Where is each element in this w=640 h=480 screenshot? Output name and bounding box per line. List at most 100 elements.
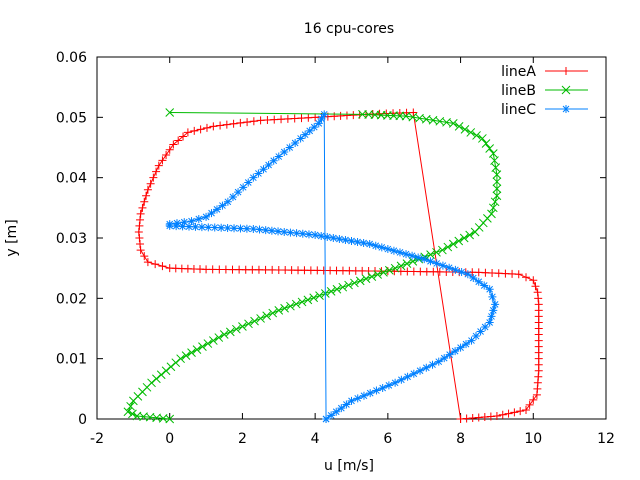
data-point [395,248,404,257]
data-point [238,322,247,331]
data-point [466,128,476,137]
data-point [301,130,310,139]
data-point [305,126,314,135]
data-point [492,184,502,194]
data-point [525,400,534,409]
data-point [378,383,387,392]
data-point [291,299,301,309]
data-point [534,300,543,309]
data-point [337,404,346,413]
data-point [486,412,495,421]
data-point [269,156,278,165]
data-point [176,354,185,364]
data-point [481,139,491,148]
data-point [463,270,472,279]
y-tick-label: 0.06 [56,50,87,66]
data-point [428,360,437,369]
data-point [326,287,336,296]
data-point [178,222,187,231]
data-point [249,224,258,233]
data-point [487,209,496,219]
data-point [202,123,211,132]
legend-label: lineC [501,102,536,118]
data-point [179,132,188,141]
data-point [373,270,383,279]
data-point [510,408,519,417]
data-point [409,108,418,117]
data-point [485,318,494,327]
legend: lineA lineB lineC [501,64,588,118]
data-point [402,250,411,259]
data-point [135,221,144,230]
series-line-lineC [169,112,496,420]
data-point [180,218,189,227]
data-point [443,242,453,252]
data-point [335,235,344,244]
data-point [384,381,393,390]
data-point [223,224,232,233]
data-point [151,260,160,269]
data-point [165,145,174,154]
data-point [228,192,237,201]
data-point [156,370,166,380]
data-point [143,258,152,267]
data-point [277,115,286,124]
series-group [123,108,543,424]
data-point [174,136,183,145]
data-point [187,348,196,357]
data-point [504,409,513,418]
data-point [488,149,498,158]
y-axis-label: y [m] [4,219,20,256]
data-point [332,284,342,294]
data-point [492,411,501,420]
legend-marker [562,67,570,75]
data-point [280,303,289,313]
data-point [158,262,167,271]
data-point [219,330,229,339]
data-point [128,409,137,419]
data-point [350,278,359,288]
data-point [451,347,460,356]
data-point [142,191,151,200]
data-point [140,252,149,261]
data-point [462,414,471,423]
data-point [123,407,133,417]
data-point [371,241,380,250]
data-point [322,415,331,423]
data-point [402,259,412,268]
chart-title: 16 cpu-cores [304,21,394,37]
data-point [204,223,213,232]
data-point [353,238,362,247]
data-point [531,282,540,291]
data-point [152,374,161,384]
data-point [396,261,406,271]
data-point [408,251,417,260]
data-point [389,246,398,255]
data-point [292,229,301,238]
y-tick-label: 0.05 [56,110,87,126]
data-point [377,243,386,252]
y-tick-label: 0.02 [56,291,87,307]
data-point [474,413,483,422]
data-point [478,134,487,143]
data-point [214,333,224,342]
data-point [448,239,458,249]
data-point [290,114,299,123]
data-point [390,263,400,273]
data-point [359,239,368,248]
data-point [140,197,149,206]
data-point [355,276,365,286]
data-point [152,167,161,176]
data-point [147,378,156,388]
data-point [136,246,145,255]
data-point [372,386,381,395]
data-point [456,415,465,423]
data-point [338,282,348,292]
x-tick-label: 6 [383,431,392,447]
data-point [194,214,203,223]
data-point [190,126,199,135]
data-point [522,273,531,282]
data-point [529,276,538,285]
data-point [249,173,258,182]
data-point [149,173,158,182]
